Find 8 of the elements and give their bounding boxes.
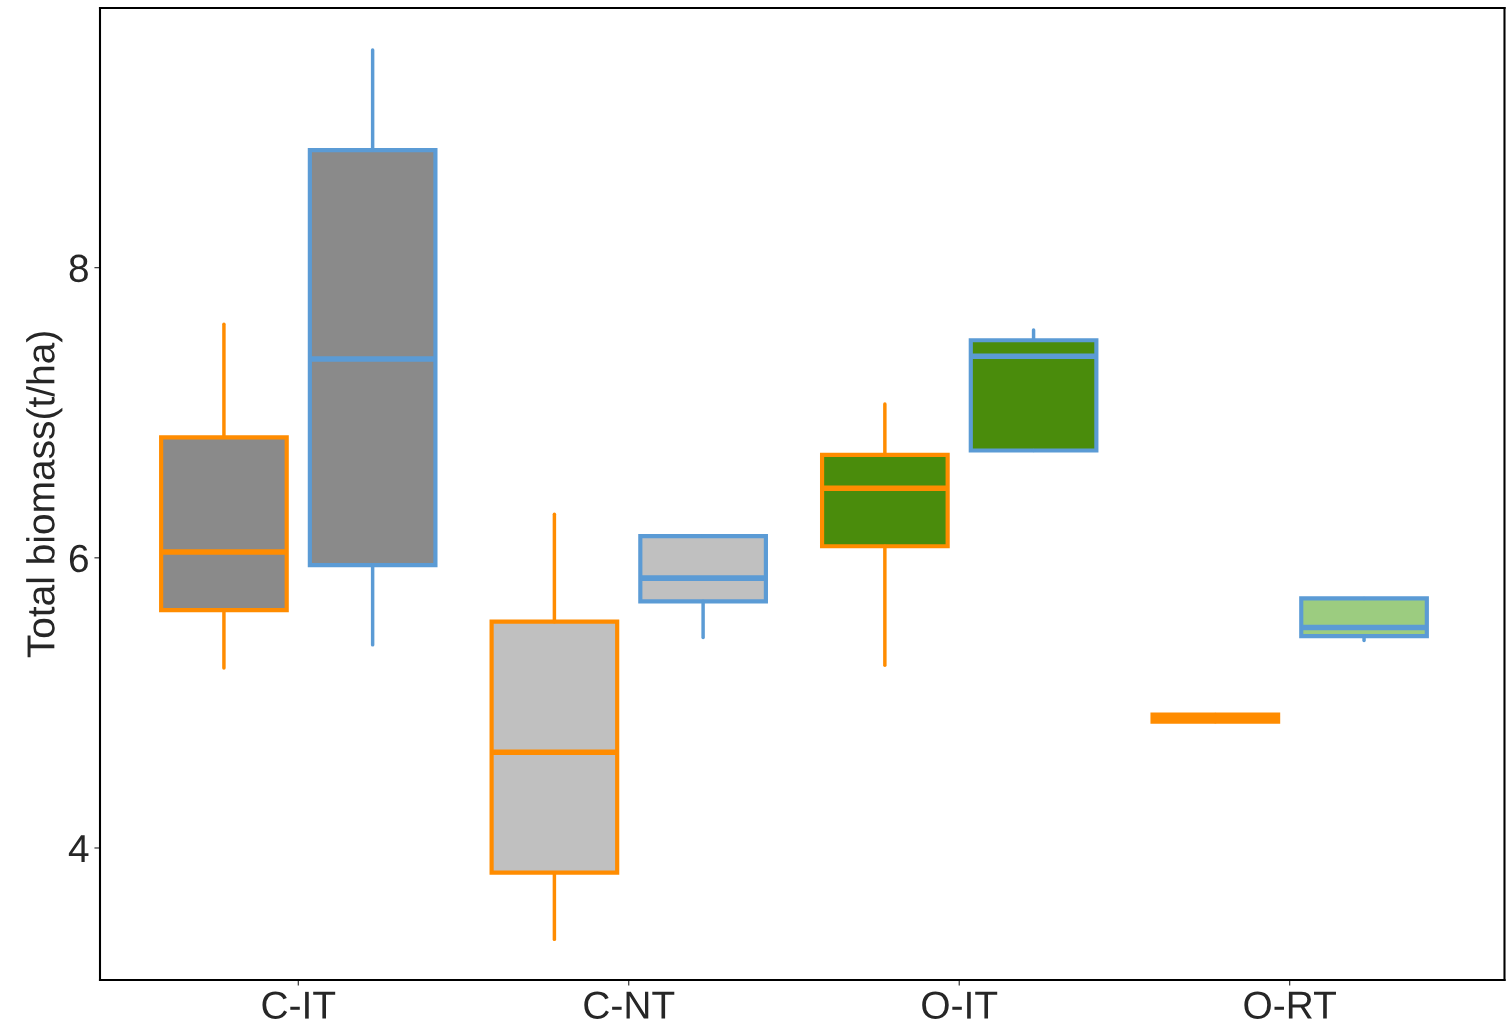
x-tick-label: O-RT bbox=[1244, 991, 1336, 1019]
x-tick-label: C-IT bbox=[262, 991, 336, 1019]
y-axis-title: Total biomass(t/ha) bbox=[26, 332, 63, 658]
y-tick-label: 6 bbox=[69, 544, 88, 573]
x-tick-label: O-IT bbox=[922, 991, 998, 1019]
y-tick-label: 4 bbox=[68, 835, 89, 863]
x-tick-label: C-NT bbox=[584, 991, 675, 1019]
y-tick-label: 8 bbox=[69, 254, 88, 283]
